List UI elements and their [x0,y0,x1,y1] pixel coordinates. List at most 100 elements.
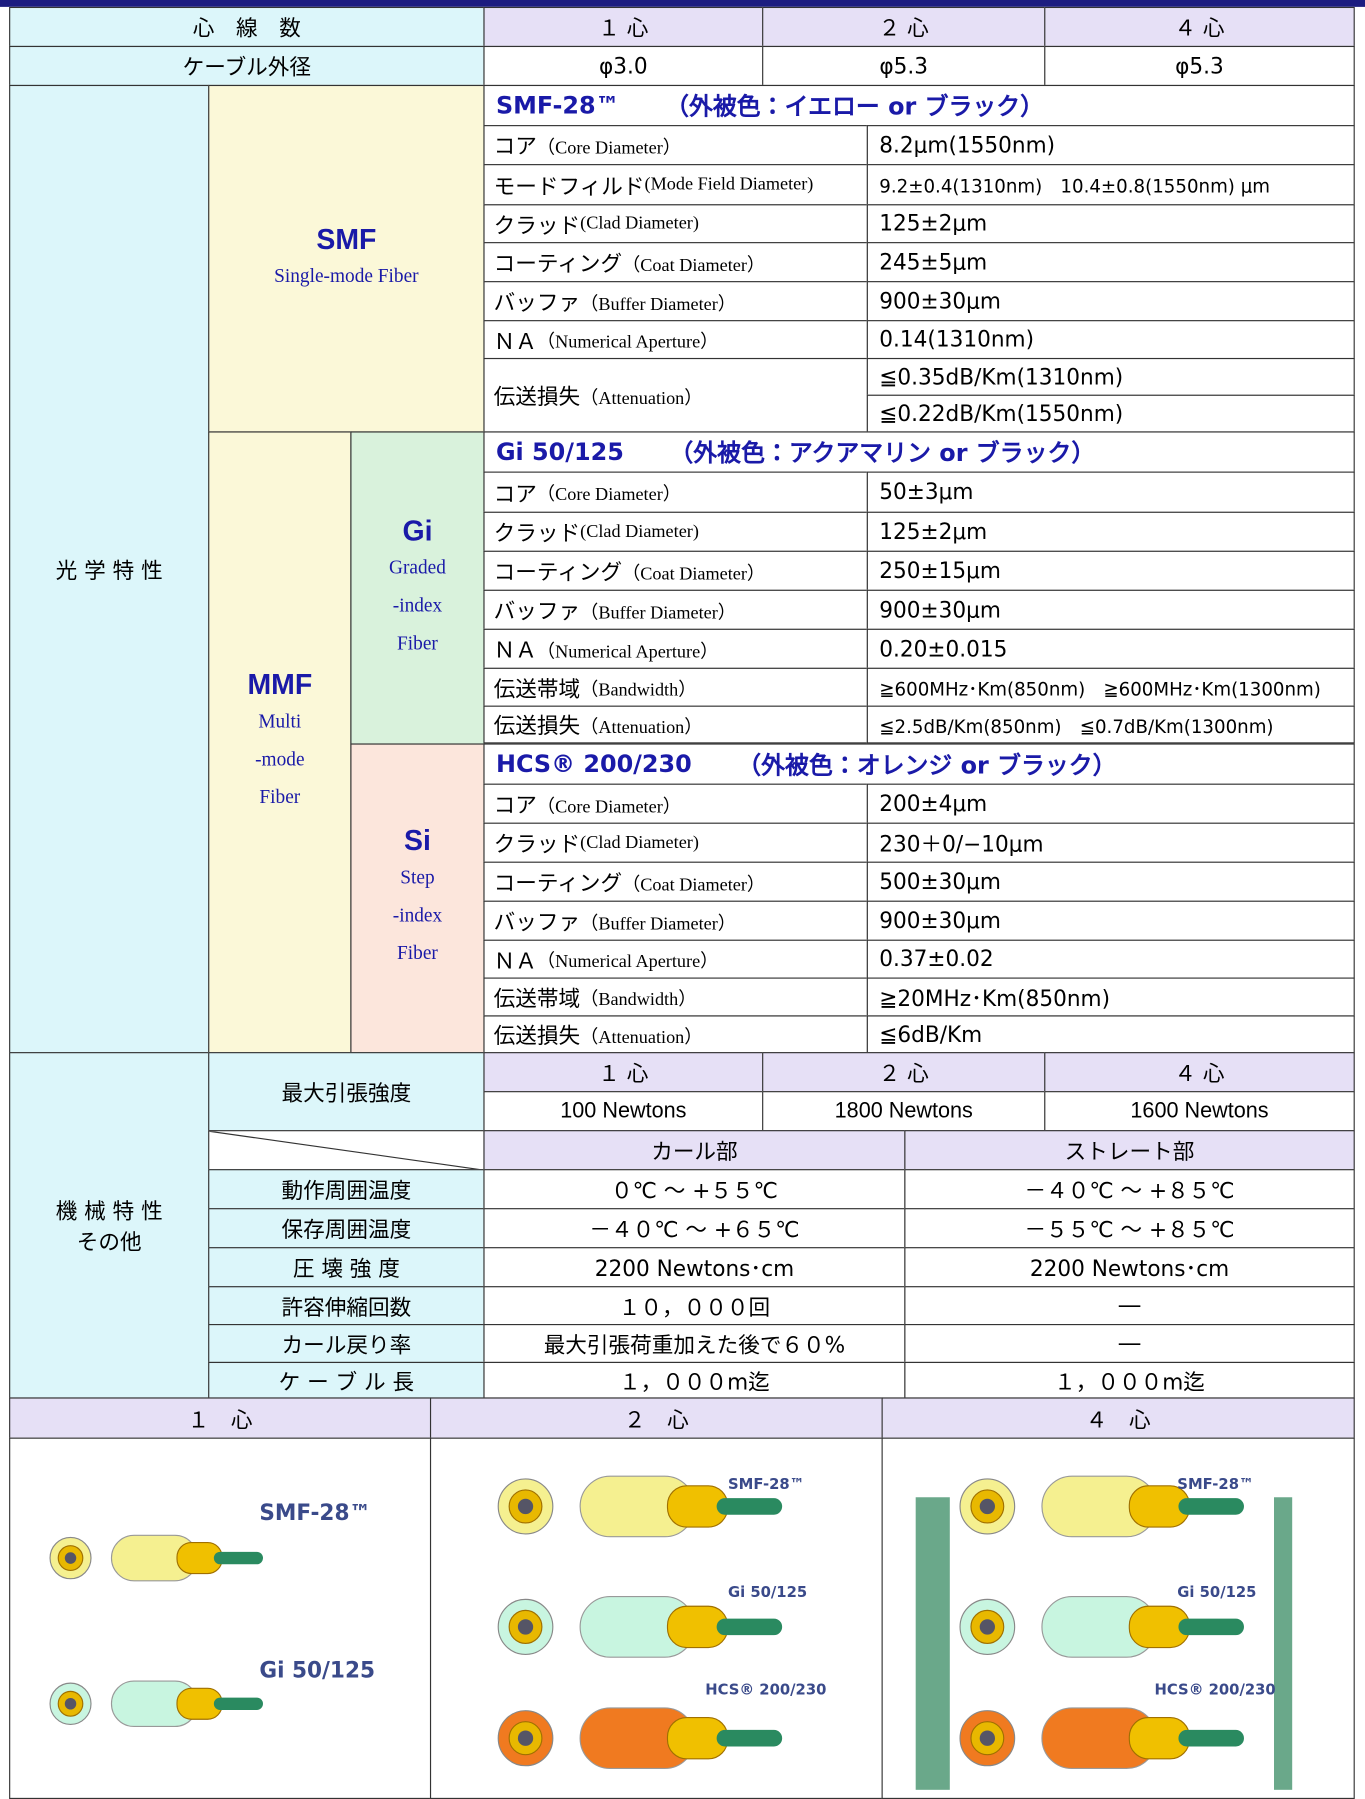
property-name: コア （Core Diameter） [483,125,868,166]
cable-label: Gi 50/125 [259,1658,375,1683]
gi-group: Gi Graded -index Fiber [350,431,485,745]
property-value: ≦2.5dB/Km(850nm) ≦0.7dB/Km(1300nm) [866,705,1355,744]
property-value: ≧20MHz･Km(850nm) [866,977,1355,1017]
group-desc: Fiber [397,631,438,654]
mechanical-value: １，０００m迄 [483,1361,906,1399]
property-ja: 伝送帯域 [493,986,581,1012]
cable-core [979,1730,995,1746]
property-name: クラッド (Clad Diameter) [483,204,868,244]
cable-label: Gi 50/125 [728,1583,807,1601]
header-col: ２ 心 [762,6,1046,48]
group-desc: Single-mode Fiber [274,264,419,287]
property-value: 250±15μm [866,550,1355,591]
jacket-color: （外被色：アクアマリン or ブラック） [669,439,1096,467]
property-name: 伝送損失 （Attenuation） [483,357,868,433]
backdrop-strip [1274,1497,1293,1790]
mechanical-value: －４０℃ ～ +８５℃ [904,1169,1355,1210]
mechanical-value: ０℃ ～ +５５℃ [483,1169,906,1210]
property-ja: バッファ [493,598,581,625]
property-en: （Attenuation） [580,717,703,738]
cable-label: SMF-28™ [259,1501,371,1526]
cable-core [517,1498,534,1515]
property-ja: コーティング [493,251,623,277]
property-en: (Clad Diameter) [580,521,699,541]
property-en: (Mode Field Diameter) [644,174,814,194]
tensile-label: 最大引張強度 [208,1052,485,1132]
group-desc: Fiber [259,785,301,808]
mechanical-row-label: 保存周囲温度 [208,1208,485,1249]
property-name: コア （Core Diameter） [483,783,868,824]
cable-core [64,1697,77,1710]
jacket-color: （外被色：イエロー or ブラック） [665,92,1045,121]
property-ja: 伝送損失 [493,384,581,410]
property-value: 9.2±0.4(1310nm) 10.4±0.8(1550nm) μm [866,164,1355,206]
property-en: （Coat Diameter） [622,255,766,275]
cable-label: HCS® 200/230 [1155,1681,1276,1699]
group-desc: Step [400,866,435,889]
tensile-value: 1600 Newtons [1044,1091,1355,1132]
property-en: （Numerical Aperture） [536,641,719,662]
property-ja: コーティング [493,870,623,897]
cable-fiber [213,1551,263,1565]
image-panel [9,1437,432,1799]
property-value: 125±2μm [866,204,1355,244]
header-label: 心 線 数 [9,6,485,48]
group-desc: Multi [258,710,302,732]
mechanical-value: ― [904,1324,1355,1364]
property-en: （Buffer Diameter） [580,913,736,934]
property-en: (Clad Diameter) [580,832,699,852]
diagonal-line [209,1131,481,1170]
group-name: SMF [316,223,377,256]
property-ja: ＮＡ [493,637,537,664]
property-ja: バッファ [493,290,581,316]
property-ja: ＮＡ [493,328,537,354]
cable-fiber [1178,1498,1244,1515]
property-en: （Attenuation） [580,388,703,408]
property-ja: バッファ [493,909,581,936]
mechanical-label-line: その他 [76,1229,142,1256]
property-name: コーティング （Coat Diameter） [483,861,868,902]
property-value: ≦6dB/Km [866,1015,1355,1054]
cable-label: Gi 50/125 [1177,1583,1256,1601]
property-value: 0.20±0.015 [866,628,1355,669]
fiber-name: HCS® 200/230 [495,750,692,778]
property-name: ＮＡ （Numerical Aperture） [483,320,868,360]
property-en: （Core Diameter） [536,485,681,505]
mechanical-value: １０，０００回 [483,1286,906,1326]
property-ja: 伝送損失 [493,713,581,739]
property-ja: ＮＡ [493,948,537,974]
property-name: モードフィルド (Mode Field Diameter) [483,164,868,206]
top-bar [0,0,1365,7]
cable-label: SMF-28™ [1177,1475,1253,1493]
cable-label: SMF-28™ [728,1475,804,1493]
cable-core [979,1619,995,1635]
property-en: （Numerical Aperture） [536,332,719,353]
image-col-header: ４ 心 [881,1397,1355,1439]
property-value: 900±30μm [866,589,1355,630]
cable-fiber [213,1697,263,1710]
property-name: バッファ （Buffer Diameter） [483,900,868,941]
property-value: 500±30μm [866,861,1355,902]
property-ja: 伝送帯域 [493,676,581,702]
fiber-title: SMF-28™ （外被色：イエロー or ブラック） [483,84,1355,127]
fiber-name: Gi 50/125 [495,438,624,466]
property-value: ≦0.35dB/Km(1310nm) [866,357,1355,396]
cable-fiber [716,1618,783,1636]
tensile-col: １ 心 [483,1052,764,1093]
mechanical-value: 2200 Newtons･cm [904,1247,1355,1288]
property-en: （Bandwidth） [580,990,697,1010]
property-en: (Clad Diameter) [580,213,699,233]
property-en: （Coat Diameter） [622,874,766,895]
group-desc: -mode [255,748,305,770]
cable-core [64,1552,77,1564]
mechanical-value: １，０００m迄 [904,1361,1355,1399]
jacket-color: （外被色：オレンジ or ブラック） [737,751,1117,780]
property-en: （Numerical Aperture） [536,952,719,972]
image-col-header: １ 心 [9,1397,432,1439]
mechanical-row-label: 許容伸縮回数 [208,1286,485,1326]
group-desc: -index [392,904,443,926]
group-name: Si [404,824,431,858]
mechanical-row-label: カール戻り率 [208,1324,485,1364]
